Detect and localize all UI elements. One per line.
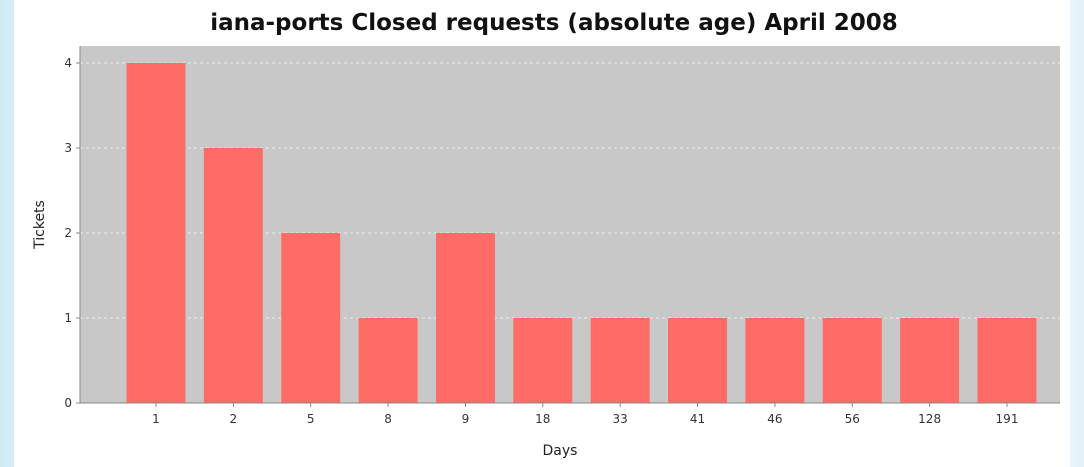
y-tick-label: 3: [64, 141, 72, 155]
x-tick-label: 8: [384, 412, 392, 426]
chart-frame: iana-ports Closed requests (absolute age…: [14, 0, 1070, 467]
x-axis-label: Days: [543, 443, 578, 459]
x-tick-label: 128: [918, 412, 941, 426]
y-tick-label: 4: [64, 56, 72, 70]
x-tick-label: 2: [230, 412, 238, 426]
bar-18: [513, 318, 573, 403]
chart-title: iana-ports Closed requests (absolute age…: [210, 10, 898, 36]
y-tick-label: 2: [64, 226, 72, 240]
bars: [126, 63, 1037, 403]
x-tick-label: 56: [845, 412, 860, 426]
x-tick-label: 191: [996, 412, 1019, 426]
bar-56: [822, 318, 882, 403]
x-tick-label: 9: [462, 412, 470, 426]
bar-8: [358, 318, 418, 403]
bar-46: [745, 318, 805, 403]
bar-1: [126, 63, 186, 403]
x-tick-labels: 1 2 5 8 9 18 33 41 46 56 128 191: [152, 412, 1018, 426]
bar-41: [668, 318, 728, 403]
y-tick-labels: 0 1 2 3 4: [64, 56, 72, 410]
bar-5: [281, 233, 341, 403]
x-tick-label: 1: [152, 412, 160, 426]
bar-128: [900, 318, 960, 403]
bar-chart: iana-ports Closed requests (absolute age…: [32, 10, 1060, 459]
y-tick-label: 1: [64, 311, 72, 325]
bar-9: [435, 233, 495, 403]
bar-191: [977, 318, 1037, 403]
x-tick-label: 18: [535, 412, 550, 426]
y-axis-label: Tickets: [32, 200, 48, 250]
axes: [76, 46, 1060, 407]
x-tick-label: 41: [690, 412, 705, 426]
y-tick-label: 0: [64, 396, 72, 410]
x-tick-label: 46: [767, 412, 782, 426]
x-tick-label: 5: [307, 412, 315, 426]
bar-2: [203, 148, 263, 403]
x-tick-label: 33: [613, 412, 628, 426]
bar-33: [590, 318, 650, 403]
